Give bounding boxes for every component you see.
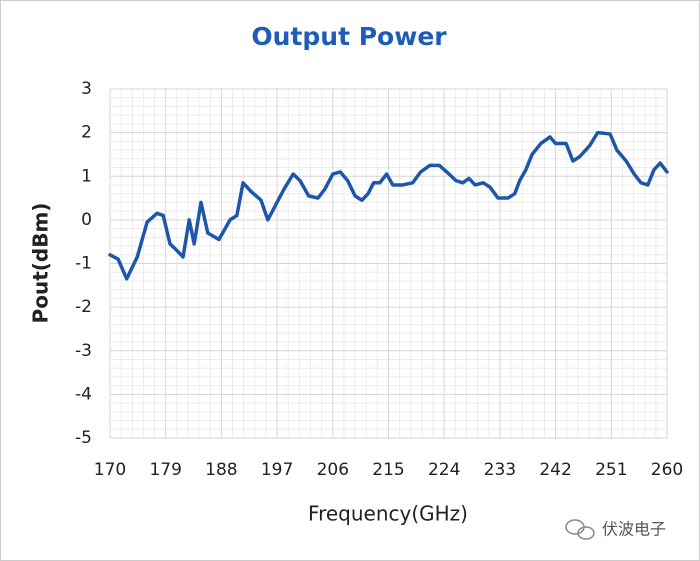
x-tick-label: 197 [261,460,293,480]
y-tick-label: -3 [75,341,92,361]
y-tick-label: -1 [75,254,92,274]
y-tick-label: 0 [81,210,92,230]
data-line [108,130,669,281]
x-tick-label: 206 [317,460,349,480]
y-tick-label: 1 [81,166,92,186]
x-axis-label: Frequency(GHz) [308,502,468,526]
x-tick-label: 224 [428,460,460,480]
watermark-icon [565,519,595,540]
x-tick-label: 215 [372,460,404,480]
x-tick-label: 260 [651,460,683,480]
x-tick-label: 233 [484,460,516,480]
x-tick-label: 170 [94,460,126,480]
y-tick-label: -4 [75,384,92,404]
x-tick-label: 242 [539,460,571,480]
x-tick-label: 251 [595,460,627,480]
x-tick-label: 188 [205,460,237,480]
y-tick-label: 3 [81,79,92,99]
x-tick-label: 179 [149,460,181,480]
y-axis-label: Pout(dBm) [29,203,53,324]
y-tick-label: -5 [75,428,92,448]
y-tick-label: 2 [81,123,92,143]
watermark: 伏波电子 [602,520,666,539]
y-tick-label: -2 [75,297,92,317]
chart-title: Output Power [251,22,447,51]
